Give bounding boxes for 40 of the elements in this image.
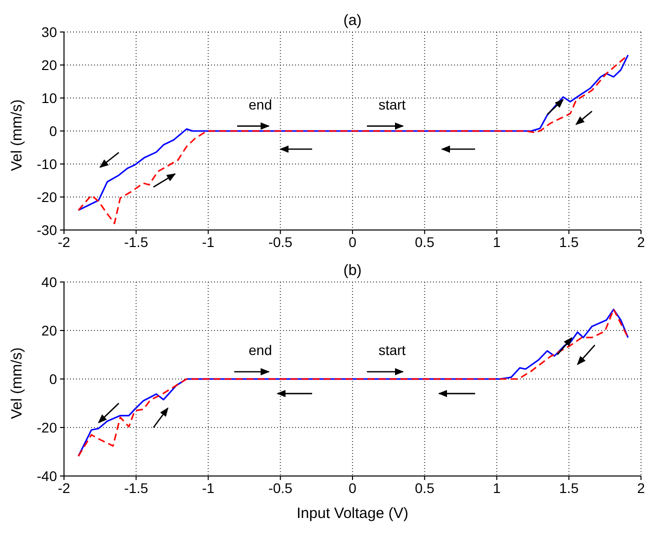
- y-tick-label: -10: [36, 156, 58, 172]
- line-series: [78, 308, 629, 457]
- y-tick-label: 0: [49, 122, 58, 139]
- y-tick-label: 40: [41, 274, 58, 290]
- x-tick-label: 2: [637, 480, 646, 496]
- x-tick-label: 0.5: [414, 234, 435, 250]
- x-axis-title: Input Voltage (V): [296, 505, 408, 522]
- x-tick-label: -0.5: [268, 234, 293, 250]
- y-axis-title: Vel (mm/s): [8, 99, 26, 171]
- y-tick-label: 0: [49, 370, 58, 387]
- y-axis-title: Vel (mm/s): [8, 347, 26, 419]
- y-tick-label: 20: [41, 56, 58, 73]
- y-tick-label: 30: [41, 24, 58, 40]
- x-tick-label: -1: [202, 480, 215, 496]
- x-tick-label: 2: [637, 234, 646, 250]
- annotation: end: [248, 96, 272, 113]
- x-tick-label: 1.5: [559, 480, 579, 496]
- chart-title: (b): [342, 262, 363, 279]
- x-tick-label: 1.5: [559, 234, 579, 250]
- y-tick-label: -20: [36, 188, 58, 205]
- y-tick-label: 20: [41, 322, 58, 338]
- y-tick-label: -20: [36, 419, 58, 436]
- x-tick-label: 1: [492, 480, 501, 496]
- chart-title: (a): [342, 12, 363, 29]
- x-tick-label: 0: [348, 234, 357, 250]
- x-tick-label: 1: [492, 234, 501, 250]
- x-tick-label: -2: [58, 234, 70, 250]
- x-tick-label: -2: [58, 480, 70, 496]
- annotation: start: [378, 342, 406, 358]
- y-tick-label: -30: [36, 222, 58, 238]
- x-tick-label: -1.5: [124, 234, 148, 250]
- x-tick-label: -0.5: [268, 480, 293, 496]
- annotation: end: [248, 342, 272, 358]
- annotation: start: [378, 96, 406, 113]
- x-tick-label: -1: [202, 234, 215, 250]
- x-tick-label: 0: [348, 480, 357, 496]
- x-tick-label: 0.5: [414, 480, 435, 496]
- y-tick-label: -40: [36, 468, 58, 484]
- x-tick-label: -1.5: [124, 480, 148, 496]
- y-tick-label: 10: [41, 90, 58, 106]
